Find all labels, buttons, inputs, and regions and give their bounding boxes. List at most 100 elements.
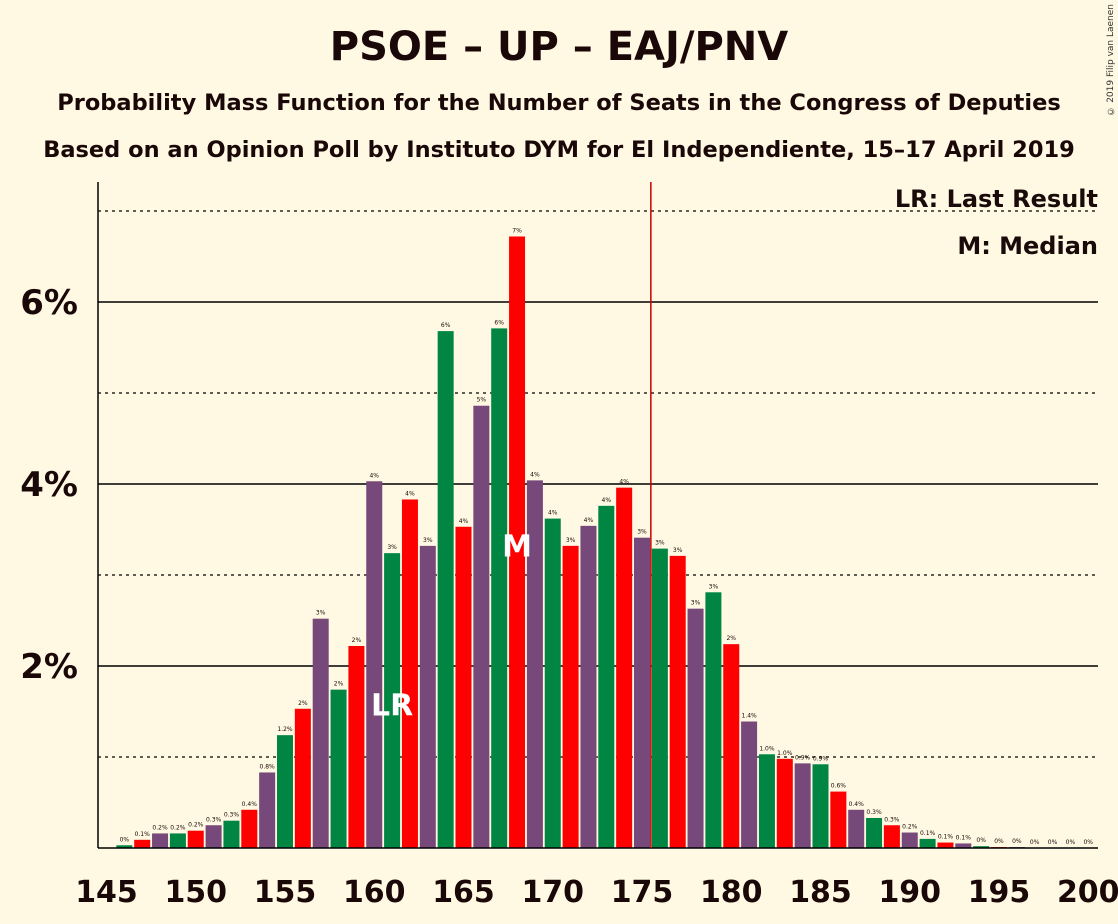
bar-seat-150 bbox=[187, 830, 204, 848]
value-label-seat-195: 0% bbox=[994, 838, 1004, 845]
bar-seat-176 bbox=[651, 548, 668, 848]
value-label-seat-194: 0% bbox=[976, 837, 986, 844]
value-label-seat-154: 0.8% bbox=[260, 763, 276, 770]
bar-seat-157 bbox=[312, 618, 329, 848]
value-label-seat-181: 1.4% bbox=[741, 713, 757, 720]
value-label-seat-184: 0.9% bbox=[795, 754, 811, 761]
bar-seat-162 bbox=[401, 499, 418, 848]
value-label-seat-164: 6% bbox=[441, 322, 451, 329]
bar-seat-164 bbox=[437, 331, 454, 848]
bar-seat-169 bbox=[526, 480, 543, 848]
y-tick-label: 6% bbox=[20, 283, 78, 323]
value-label-seat-199: 0% bbox=[1066, 839, 1076, 846]
bar-seat-194 bbox=[973, 846, 990, 848]
value-label-seat-155: 1.2% bbox=[277, 726, 293, 733]
bar-seat-192 bbox=[937, 842, 954, 848]
x-tick-label: 175 bbox=[611, 875, 674, 910]
x-tick-label: 200 bbox=[1057, 875, 1118, 910]
value-label-seat-147: 0.1% bbox=[135, 831, 151, 838]
bar-seat-187 bbox=[848, 809, 865, 848]
bar-seat-147 bbox=[134, 839, 151, 848]
value-label-seat-198: 0% bbox=[1048, 839, 1058, 846]
bar-seat-151 bbox=[205, 825, 222, 848]
value-label-seat-157: 3% bbox=[316, 610, 326, 617]
value-label-seat-148: 0.2% bbox=[152, 824, 168, 831]
bar-seat-185 bbox=[812, 764, 829, 848]
value-label-seat-170: 4% bbox=[548, 510, 558, 517]
value-label-seat-149: 0.2% bbox=[170, 824, 186, 831]
chart-subtitle-source: Based on an Opinion Poll by Instituto DY… bbox=[43, 137, 1075, 163]
bar-seat-165 bbox=[455, 526, 472, 848]
value-label-seat-185: 0.9% bbox=[813, 755, 829, 762]
bar-seat-160 bbox=[366, 481, 383, 848]
bar-seat-181 bbox=[741, 721, 758, 848]
value-label-seat-153: 0.4% bbox=[242, 801, 258, 808]
bar-seat-158 bbox=[330, 689, 347, 848]
x-tick-label: 170 bbox=[521, 875, 584, 910]
value-label-seat-197: 0% bbox=[1030, 839, 1040, 846]
bar-seat-177 bbox=[669, 555, 686, 848]
value-label-seat-162: 4% bbox=[405, 490, 415, 497]
y-tick-label: 4% bbox=[20, 465, 78, 505]
bar-seat-189 bbox=[883, 825, 900, 848]
bar-seat-184 bbox=[794, 763, 811, 848]
value-label-seat-177: 3% bbox=[673, 547, 683, 554]
x-tick-label: 155 bbox=[254, 875, 317, 910]
value-label-seat-146: 0% bbox=[120, 836, 130, 843]
value-label-seat-196: 0% bbox=[1012, 838, 1022, 845]
value-label-seat-188: 0.3% bbox=[866, 809, 882, 816]
bar-seat-171 bbox=[562, 545, 579, 848]
bar-seat-191 bbox=[919, 838, 936, 848]
value-label-seat-178: 3% bbox=[691, 600, 701, 607]
x-tick-label: 145 bbox=[75, 875, 138, 910]
value-label-seat-161: 3% bbox=[387, 544, 397, 551]
value-label-seat-169: 4% bbox=[530, 471, 540, 478]
bar-seat-149 bbox=[169, 833, 186, 848]
bar-seat-180 bbox=[723, 644, 740, 848]
value-label-seat-160: 4% bbox=[369, 472, 379, 479]
value-label-seat-151: 0.3% bbox=[206, 816, 222, 823]
bar-seat-182 bbox=[758, 754, 775, 848]
bar-seat-173 bbox=[598, 505, 615, 848]
bar-seat-178 bbox=[687, 608, 704, 848]
bar-seat-148 bbox=[152, 833, 169, 848]
x-tick-label: 160 bbox=[343, 875, 406, 910]
value-label-seat-173: 4% bbox=[602, 497, 612, 504]
value-label-seat-183: 1.0% bbox=[777, 750, 793, 757]
bar-seat-152 bbox=[223, 820, 240, 848]
bar-seat-168 bbox=[509, 236, 526, 849]
x-tick-label: 185 bbox=[789, 875, 852, 910]
chart-subtitle: Probability Mass Function for the Number… bbox=[57, 90, 1061, 116]
chart-title: PSOE – UP – EAJ/PNV bbox=[329, 24, 789, 70]
bar-seat-179 bbox=[705, 592, 722, 848]
x-tick-label: 150 bbox=[164, 875, 227, 910]
value-label-seat-179: 3% bbox=[709, 583, 719, 590]
value-label-seat-171: 3% bbox=[566, 537, 576, 544]
value-label-seat-189: 0.3% bbox=[884, 816, 900, 823]
value-label-seat-172: 4% bbox=[584, 517, 594, 524]
bar-seat-146 bbox=[116, 845, 133, 848]
value-label-seat-191: 0.1% bbox=[920, 830, 936, 837]
x-tick-label: 180 bbox=[700, 875, 763, 910]
bar-seat-174 bbox=[616, 487, 633, 848]
bar-seat-188 bbox=[866, 817, 883, 848]
x-tick-label: 165 bbox=[432, 875, 495, 910]
value-label-seat-158: 2% bbox=[334, 681, 344, 688]
value-label-seat-168: 7% bbox=[512, 227, 522, 234]
x-tick-label: 190 bbox=[878, 875, 941, 910]
bar-seat-190 bbox=[901, 832, 918, 848]
legend-median: M: Median bbox=[957, 232, 1098, 260]
value-label-seat-182: 1.0% bbox=[759, 745, 775, 752]
value-label-seat-156: 2% bbox=[298, 700, 308, 707]
value-label-seat-152: 0.3% bbox=[224, 812, 240, 819]
value-label-seat-159: 2% bbox=[352, 637, 362, 644]
value-label-seat-174: 4% bbox=[619, 479, 629, 486]
value-label-seat-176: 3% bbox=[655, 540, 665, 547]
bar-seat-156 bbox=[294, 708, 311, 848]
bar-seat-186 bbox=[830, 791, 847, 848]
value-label-seat-165: 4% bbox=[459, 518, 469, 525]
value-label-seat-175: 3% bbox=[637, 529, 647, 536]
value-label-seat-192: 0.1% bbox=[938, 834, 954, 841]
value-label-seat-193: 0.1% bbox=[956, 834, 972, 841]
last-result-marker: LR bbox=[371, 688, 413, 723]
